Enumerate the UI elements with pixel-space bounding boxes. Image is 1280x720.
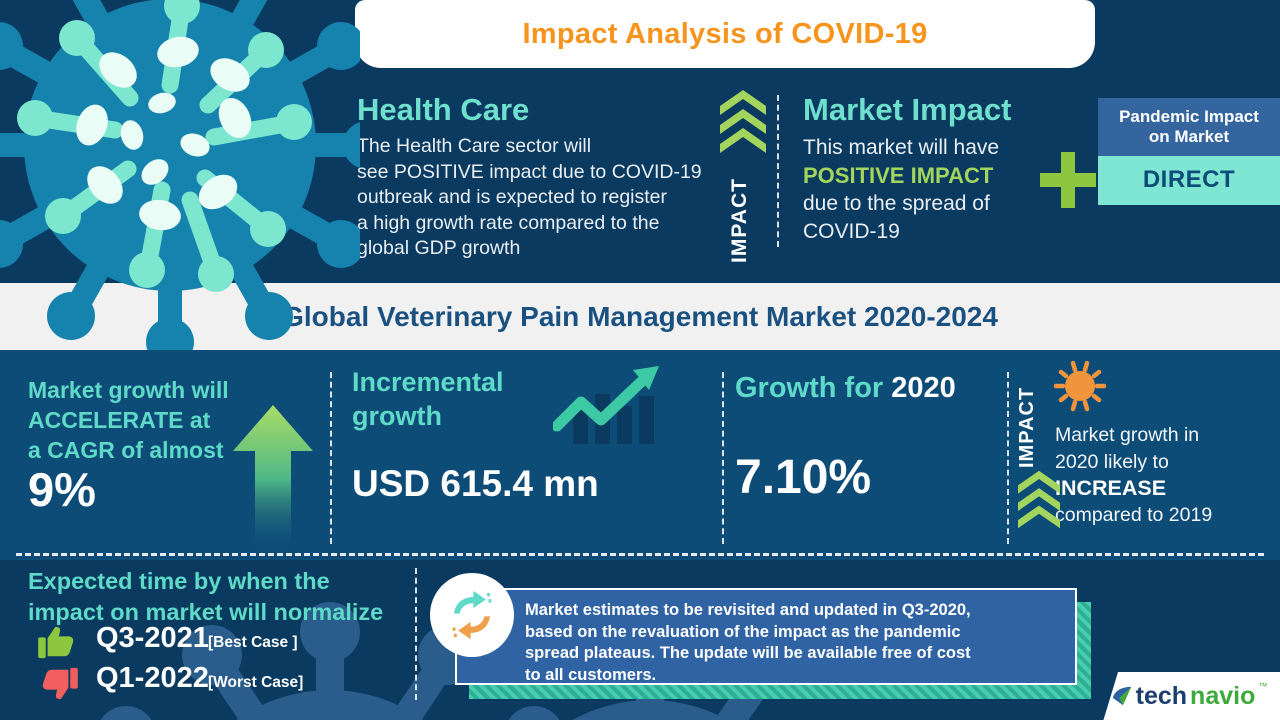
- refresh-arrows-icon: [430, 573, 514, 657]
- up-chevrons-icon: [720, 90, 766, 153]
- trend-line-chart-icon: [551, 364, 661, 449]
- divider-dashed-bottom: [415, 568, 417, 700]
- cagr-heading-line: a CAGR of almost: [28, 437, 224, 463]
- logo-text-navio: navio: [1190, 681, 1256, 710]
- coronavirus-icon: [1052, 358, 1108, 419]
- market-impact-line: due to the spread of: [803, 192, 990, 215]
- pandemic-impact-box: Pandemic Impact on Market DIRECT: [1098, 98, 1280, 205]
- normalize-heading-line: Expected time by when the: [28, 568, 330, 594]
- health-body-line: global GDP growth: [357, 237, 521, 259]
- banner-title: Impact Analysis of COVID-19: [522, 17, 928, 50]
- market-impact-line: This market will have: [803, 136, 1000, 159]
- impact-indicator-top: IMPACT: [720, 90, 770, 263]
- best-case-value: Q3-2021: [96, 622, 209, 654]
- impact-2020-text: Market growth in 2020 likely to INCREASE…: [1055, 422, 1212, 528]
- health-body-line: a high growth rate compared to the: [357, 211, 660, 234]
- incremental-heading-line: growth: [352, 401, 442, 431]
- best-case-label: [Best Case ]: [208, 634, 298, 651]
- health-care-body: The Health Care sector will see POSITIVE…: [357, 134, 729, 262]
- market-impact-line: COVID-19: [803, 220, 900, 243]
- divider-dashed-horizontal: [16, 553, 1264, 556]
- normalize-heading-line: impact on market will normalize: [28, 599, 384, 625]
- impact-text-line: 2020 likely to: [1055, 450, 1169, 473]
- logo-trademark: ™: [1258, 681, 1268, 691]
- market-impact-highlight: POSITIVE IMPACT: [803, 163, 994, 188]
- normalize-heading: Expected time by when the impact on mark…: [28, 566, 383, 628]
- growth-heading-teal: Growth for: [735, 372, 892, 404]
- note-line: based on the revaluation of the impact a…: [525, 622, 961, 641]
- cagr-heading-line: ACCELERATE at: [28, 407, 211, 433]
- thumbs-up-icon: [36, 626, 80, 665]
- cagr-value: 9%: [28, 463, 96, 516]
- growth-heading-year: 2020: [891, 372, 956, 404]
- top-banner: Impact Analysis of COVID-19: [355, 0, 1095, 68]
- divider-dashed-band-2: [722, 372, 724, 544]
- impact-text-line: compared to 2019: [1055, 503, 1213, 526]
- worst-case-value: Q1-2022: [96, 662, 209, 694]
- note-line: spread plateaus. The update will be avai…: [525, 644, 971, 662]
- impact-indicator-band: IMPACT: [1016, 386, 1039, 468]
- note-line: Market estimates to be revisited and upd…: [525, 601, 971, 619]
- impact-label-top: IMPACT: [728, 178, 751, 263]
- thumbs-down-icon: [36, 666, 80, 705]
- market-impact-heading: Market Impact: [803, 92, 1012, 127]
- report-title: Global Veterinary Pain Management Market…: [282, 300, 998, 332]
- title-band: Global Veterinary Pain Management Market…: [0, 283, 1280, 350]
- cagr-heading: Market growth will ACCELERATE at a CAGR …: [28, 375, 229, 465]
- growth-2020-heading: Growth for 2020: [735, 372, 956, 405]
- metrics-band: Market growth will ACCELERATE at a CAGR …: [0, 350, 1280, 560]
- health-body-line: outbreak and is expected to register: [357, 186, 668, 208]
- incremental-growth-value: USD 615.4 mn: [352, 463, 599, 504]
- health-body-line: The Health Care sector will: [357, 135, 592, 157]
- technavio-logo: tech navio ™: [1103, 672, 1280, 720]
- divider-dashed-band-1: [330, 372, 332, 544]
- bottom-section: Expected time by when the impact on mark…: [0, 560, 1280, 720]
- divider-dashed-top: [777, 95, 779, 247]
- note-line: to all customers.: [525, 665, 657, 684]
- top-section: Impact Analysis of COVID-19 Health Care …: [0, 0, 1280, 283]
- pandemic-impact-value: DIRECT: [1098, 156, 1280, 205]
- up-chevrons-icon: [1018, 470, 1060, 535]
- market-impact-block: Market Impact This market will have POSI…: [803, 92, 1078, 246]
- incremental-heading-line: Incremental: [352, 367, 504, 397]
- divider-dashed-band-3: [1007, 372, 1009, 544]
- worst-case-label: [Worst Case]: [208, 674, 304, 691]
- impact-text-increase: INCREASE: [1055, 476, 1167, 500]
- update-note-box: Market estimates to be revisited and upd…: [455, 588, 1077, 685]
- plus-icon: [1040, 152, 1096, 213]
- incremental-growth-heading: Incremental growth: [352, 365, 504, 433]
- health-body-line: see POSITIVE impact due to COVID-19: [357, 160, 702, 183]
- growth-2020-value: 7.10%: [735, 451, 872, 504]
- health-care-block: Health Care The Health Care sector will …: [357, 92, 729, 262]
- up-arrow-icon: [233, 405, 313, 558]
- technavio-logo-icon: [1112, 686, 1131, 706]
- health-care-heading: Health Care: [357, 92, 530, 127]
- cagr-heading-line: Market growth will: [28, 377, 229, 403]
- impact-label-band: IMPACT: [1016, 386, 1038, 468]
- impact-text-line: Market growth in: [1055, 424, 1200, 446]
- logo-text-tech: tech: [1135, 681, 1188, 710]
- pandemic-impact-title: Pandemic Impact on Market: [1098, 98, 1280, 156]
